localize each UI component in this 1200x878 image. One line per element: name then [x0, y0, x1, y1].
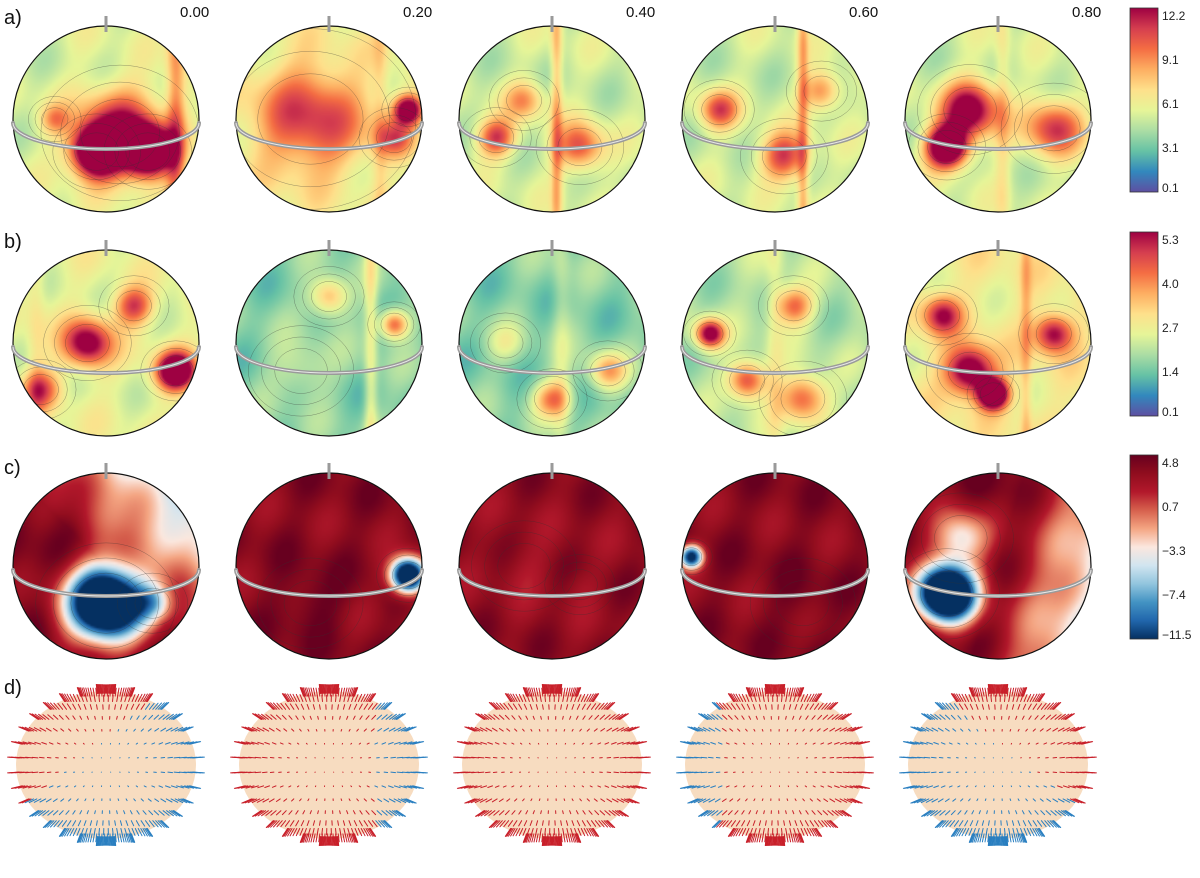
sphere-b-phase-0 [11, 240, 201, 437]
sphere-c-phase-1 [234, 463, 424, 660]
sphere-d-phase-3 [676, 684, 874, 846]
colorbar-b-tick-3: 1.4 [1162, 365, 1179, 379]
sphere-a-phase-1 [234, 16, 424, 213]
colorbar-a-tick-4: 0.1 [1162, 181, 1179, 195]
colorbar-b: 5.3 4.0 2.7 1.4 0.1 [1129, 231, 1179, 419]
row-label-d: d) [4, 677, 22, 699]
colorbar-b-tick-0: 5.3 [1162, 233, 1179, 247]
sphere-b-phase-3 [680, 240, 870, 437]
sphere-c-phase-2 [457, 463, 647, 660]
sphere-b-phase-4 [903, 240, 1093, 437]
colorbar-c-tick-3: −7.4 [1162, 588, 1186, 602]
colorbar-c-tick-0: 4.8 [1162, 456, 1179, 470]
phase-label-1: 0.20 [403, 4, 432, 21]
sphere-b-phase-2 [457, 240, 647, 437]
sphere-d-phase-2 [453, 684, 651, 846]
sphere-grid [7, 16, 1097, 846]
sphere-c-phase-3 [680, 463, 870, 660]
colorbar-a-tick-1: 9.1 [1162, 53, 1179, 67]
phase-label-4: 0.80 [1072, 4, 1101, 21]
sphere-c-phase-4 [903, 463, 1093, 660]
sphere-a-phase-2 [457, 16, 647, 213]
row-label-c: c) [4, 457, 21, 479]
colorbar-c-tick-2: −3.3 [1162, 544, 1186, 558]
colorbar-b-tick-2: 2.7 [1162, 321, 1179, 335]
colorbar-a-tick-2: 6.1 [1162, 97, 1179, 111]
colorbar-c-tick-1: 0.7 [1162, 500, 1179, 514]
colorbar-a-tick-3: 3.1 [1162, 141, 1179, 155]
sphere-d-phase-0 [7, 684, 205, 846]
colorbar-c-tick-4: −11.5 [1162, 628, 1192, 642]
colorbar-a-tick-0: 12.2 [1162, 9, 1186, 23]
phase-label-2: 0.40 [626, 4, 655, 21]
colorbar-a: 12.2 9.1 6.1 3.1 0.1 [1129, 7, 1186, 195]
phase-label-3: 0.60 [849, 4, 878, 21]
sphere-a-phase-0 [11, 16, 201, 213]
colorbar-c: 4.8 0.7 −3.3 −7.4 −11.5 [1129, 454, 1192, 642]
row-label-a: a) [4, 7, 22, 29]
sphere-d-phase-4 [899, 684, 1097, 846]
colorbars: 12.2 9.1 6.1 3.1 0.1 5.3 4.0 2.7 1.4 0.1… [1129, 7, 1192, 642]
sphere-d-phase-1 [230, 684, 428, 846]
sphere-c-phase-0 [11, 463, 201, 660]
phase-label-0: 0.00 [180, 4, 209, 21]
colorbar-b-tick-1: 4.0 [1162, 277, 1179, 291]
colorbar-b-tick-4: 0.1 [1162, 405, 1179, 419]
sphere-a-phase-4 [903, 16, 1093, 213]
sphere-b-phase-1 [234, 240, 424, 437]
sphere-a-phase-3 [680, 16, 870, 213]
row-label-b: b) [4, 231, 22, 253]
